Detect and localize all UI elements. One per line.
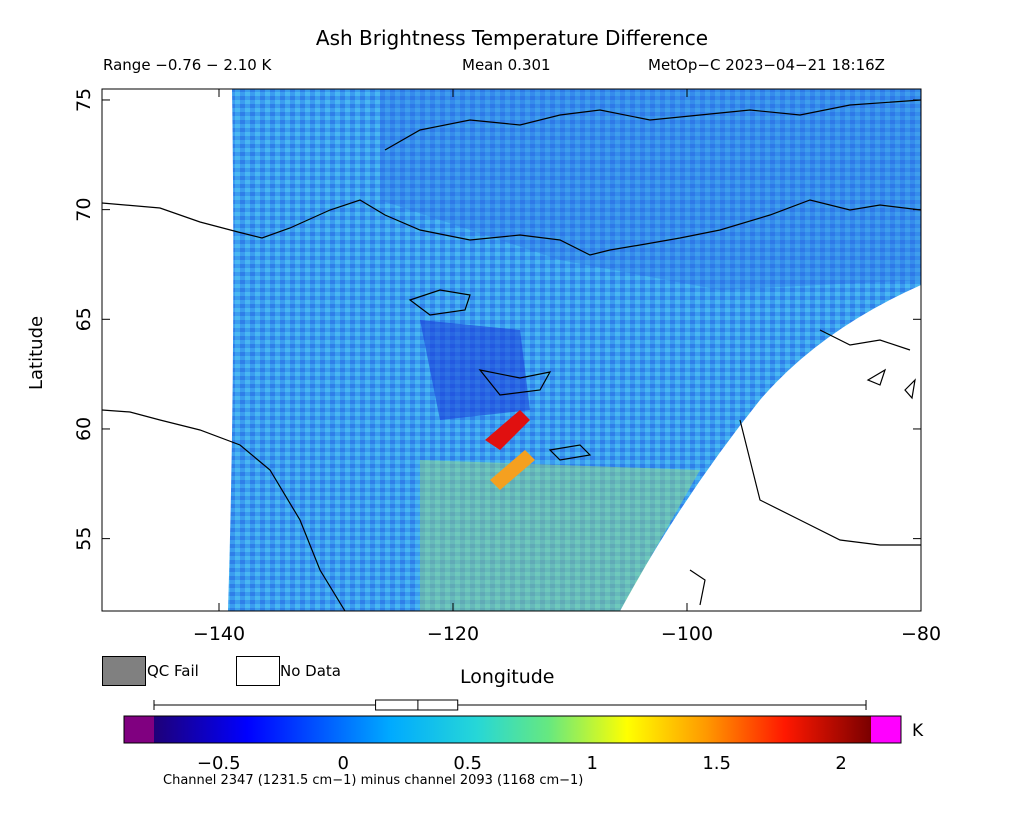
coastlines [102,99,921,611]
y-tick-label-1: 60 [73,417,95,441]
qc-fail-swatch [102,656,146,686]
no-data-label: No Data [280,662,341,680]
y-axis-label: Latitude [26,315,47,390]
channel-note: Channel 2347 (1231.5 cm−1) minus channel… [163,773,584,788]
colorbar-ticks: −0.5 0 0.5 1 1.5 2 [197,753,847,774]
no-data-swatch [236,656,280,686]
page-title: Ash Brightness Temperature Difference [315,26,709,50]
colorbar-tick-label-0: −0.5 [197,753,241,774]
range-stat: Range −0.76 − 2.10 K [103,56,272,74]
colorbar-frame [123,715,902,744]
ash-plume-tail [490,450,535,490]
colorbar-tick-label-2: 0.5 [453,753,482,774]
swath-shade-north [380,89,921,290]
data-swath [228,89,921,611]
y-tick-label-2: 65 [73,307,95,331]
ash-plume [485,410,530,450]
box-iqr [375,699,459,711]
colorbar-unit: K [912,721,924,741]
colorbar-over [871,716,901,743]
box-whisker [153,699,867,711]
data-field [102,89,921,611]
y-tick-label-0: 55 [73,527,95,551]
x-axis-ticks: −140 −120 −100 −80 [193,89,941,645]
swath-shade-south [420,460,700,611]
x-tick-label-2: −100 [661,623,713,645]
x-tick-label-1: −120 [427,623,479,645]
mean-stat: Mean 0.301 [462,56,551,74]
y-axis-ticks: 55 60 65 70 75 [73,88,921,551]
y-tick-label-4: 75 [73,88,95,112]
colorbar-tick-label-3: 1 [586,753,597,774]
plot-frame [101,88,922,612]
y-tick-label-3: 70 [73,198,95,222]
colorbar-gradient [154,716,871,743]
x-axis-label: Longitude [460,666,555,688]
colorbar-under [124,716,154,743]
x-tick-label-3: −80 [901,623,941,645]
x-tick-label-0: −140 [193,623,245,645]
qc-fail-label: QC Fail [147,662,199,680]
colorbar-tick-label-4: 1.5 [702,753,731,774]
colorbar-tick-label-5: 2 [835,753,846,774]
colorbar-tick-label-1: 0 [337,753,348,774]
satellite-timestamp: MetOp−C 2023−04−21 18:16Z [648,56,885,74]
